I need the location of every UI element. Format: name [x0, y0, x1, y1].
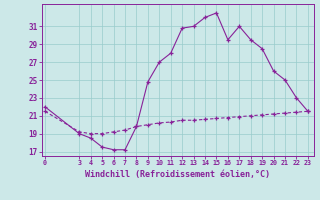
X-axis label: Windchill (Refroidissement éolien,°C): Windchill (Refroidissement éolien,°C) — [85, 170, 270, 179]
